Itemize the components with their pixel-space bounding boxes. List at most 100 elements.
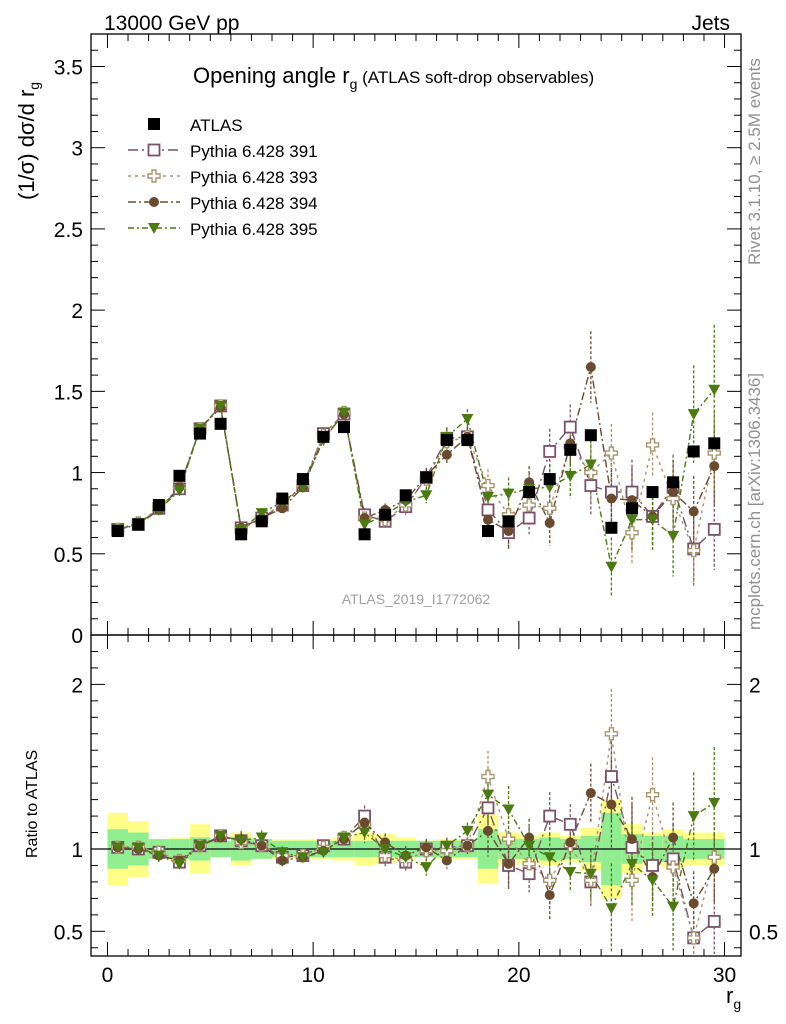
ratio-ytick-label-right: 1 [749, 839, 761, 862]
point-1-21 [543, 445, 557, 458]
ratio-point-1-29 [707, 850, 721, 864]
header-left: 13000 GeV pp [104, 12, 239, 35]
legend-label-1: Pythia 6.428 391 [190, 142, 318, 161]
point-3-18 [482, 514, 493, 525]
point-2-29 [707, 446, 721, 460]
ratio-point-3-13 [379, 844, 392, 855]
ratio-point-2-19 [503, 858, 514, 869]
point-3-24 [606, 493, 617, 504]
point-4-11 [338, 407, 351, 419]
ratio-point-3-12 [358, 827, 371, 839]
point-2-24 [604, 446, 619, 460]
xtick-label: 0 [102, 964, 114, 987]
atlas-point-14 [399, 489, 412, 502]
ratio-point-2-27 [668, 832, 679, 843]
point-4-27 [667, 530, 680, 542]
rivet-version-label: Rivet 3.1.10, ≥ 2.5M events [745, 58, 764, 265]
ratio-point-3-23 [584, 868, 597, 880]
point-4-29 [708, 384, 721, 396]
point-3-8 [277, 503, 288, 514]
legend-marker-2 [147, 169, 161, 183]
ratio-point-0-24 [605, 770, 618, 783]
main-ytick-label: 3 [71, 138, 83, 161]
main-ytick-label: 0.5 [54, 544, 83, 567]
ratio-ytick-label-right: 0.5 [749, 921, 778, 944]
atlas-point-23 [584, 429, 597, 442]
atlas-point-4 [194, 427, 207, 440]
ratio-ylabel: Ratio to ATLAS [24, 750, 41, 858]
atlas-point-10 [317, 430, 330, 443]
ratio-point-3-15 [420, 862, 433, 874]
atlas-point-29 [708, 437, 721, 450]
point-2-21 [543, 501, 557, 516]
series-line-4 [117, 389, 715, 570]
ratio-point-3-27 [667, 901, 680, 913]
series-line-1 [117, 404, 715, 551]
point-4-24 [605, 561, 618, 573]
ratio-point-3-22 [564, 867, 577, 879]
ratio-point-3-6 [235, 835, 248, 847]
point-3-28 [688, 506, 699, 517]
ratio-point-0-18 [481, 801, 495, 815]
ratio-point-1-21 [543, 873, 557, 887]
ratio-ytick-label: 1 [71, 839, 83, 862]
ratio-point-3-20 [523, 840, 536, 852]
ratio-point-3-14 [399, 852, 412, 864]
header-right: Jets [691, 12, 730, 35]
ratio-point-1-18 [481, 769, 495, 784]
ratio-point-3-11 [338, 832, 351, 844]
point-4-26 [646, 514, 659, 526]
main-ytick-label: 1 [71, 463, 83, 486]
point-2-25 [625, 525, 639, 540]
ratio-point-3-4 [194, 840, 207, 852]
legend-label-0: ATLAS [190, 116, 243, 135]
legend-marker-3 [149, 197, 159, 207]
ratio-point-3-10 [317, 847, 330, 859]
ratio-point-1-19 [501, 832, 516, 846]
ratio-point-2-23 [585, 788, 596, 799]
point-4-28 [687, 409, 700, 421]
ratio-point-3-18 [481, 789, 494, 801]
ratio-point-0-29 [707, 915, 721, 928]
legend-marker-4 [148, 223, 160, 234]
ratio-point-1-25 [625, 873, 639, 887]
ratio-point-3-7 [255, 832, 268, 844]
xtick-label: 30 [713, 964, 736, 987]
atlas-point-22 [564, 443, 577, 456]
point-2-23 [584, 465, 598, 480]
atlas-point-15 [420, 471, 433, 484]
legend-marker-atlas [148, 118, 160, 130]
point-3-21 [544, 517, 555, 528]
point-4-25 [625, 514, 638, 526]
ratio-point-2-25 [626, 834, 637, 845]
atlas-point-12 [358, 528, 371, 541]
ratio-point-3-25 [625, 858, 638, 870]
legend-label-2: Pythia 6.428 393 [190, 168, 318, 187]
ratio-point-3-26 [646, 875, 659, 887]
atlas-point-20 [523, 486, 536, 499]
atlas-point-6 [235, 528, 248, 541]
ratio-point-3-9 [296, 852, 309, 864]
ratio-point-2-18 [482, 825, 493, 836]
main-plot-frame [90, 33, 742, 636]
xtick-label: 20 [507, 964, 530, 987]
ratio-point-2-7 [256, 840, 267, 851]
main-ytick-label: 2.5 [54, 219, 83, 242]
ratio-point-2-28 [688, 898, 699, 909]
ratio-point-2-20 [524, 832, 535, 843]
ratio-series-layer [111, 688, 721, 954]
main-series-layer [111, 324, 721, 597]
main-ytick-label: 0 [71, 625, 83, 648]
point-3-29 [709, 461, 720, 472]
point-4-17 [461, 413, 474, 425]
ratio-point-3-16 [440, 840, 453, 852]
atlas-point-19 [502, 515, 515, 528]
atlas-point-13 [379, 508, 392, 521]
atlas-point-5 [214, 417, 227, 430]
point-2-28 [686, 543, 701, 558]
point-4-12 [358, 519, 371, 531]
ratio-point-3-29 [708, 797, 721, 809]
ratio-point-2-15 [421, 842, 432, 853]
legend-label-4: Pythia 6.428 395 [190, 220, 318, 239]
ratio-point-1-27 [666, 860, 680, 874]
